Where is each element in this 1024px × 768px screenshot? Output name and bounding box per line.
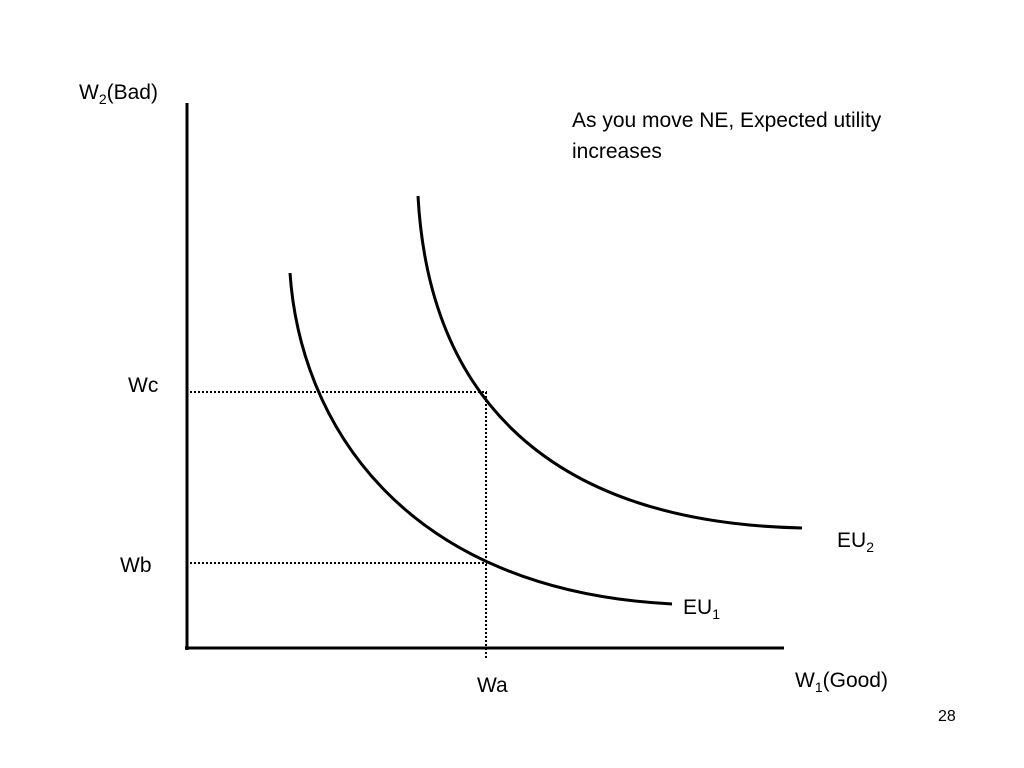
- wb-label: Wb: [120, 554, 152, 577]
- y-axis-label: W2(Bad): [79, 81, 158, 107]
- slide-page-number: 28: [938, 708, 956, 725]
- wa-label: Wa: [477, 674, 508, 697]
- eu2-label: EU2: [837, 529, 874, 555]
- expected-utility-note: As you move NE, Expected utility increas…: [572, 109, 882, 163]
- eu1-label: EU1: [683, 596, 720, 622]
- x-axis-label: W1(Good): [795, 669, 888, 695]
- eu1-curve: [288, 272, 673, 606]
- wc-label: Wc: [128, 374, 158, 397]
- eu2-curve: [416, 195, 803, 530]
